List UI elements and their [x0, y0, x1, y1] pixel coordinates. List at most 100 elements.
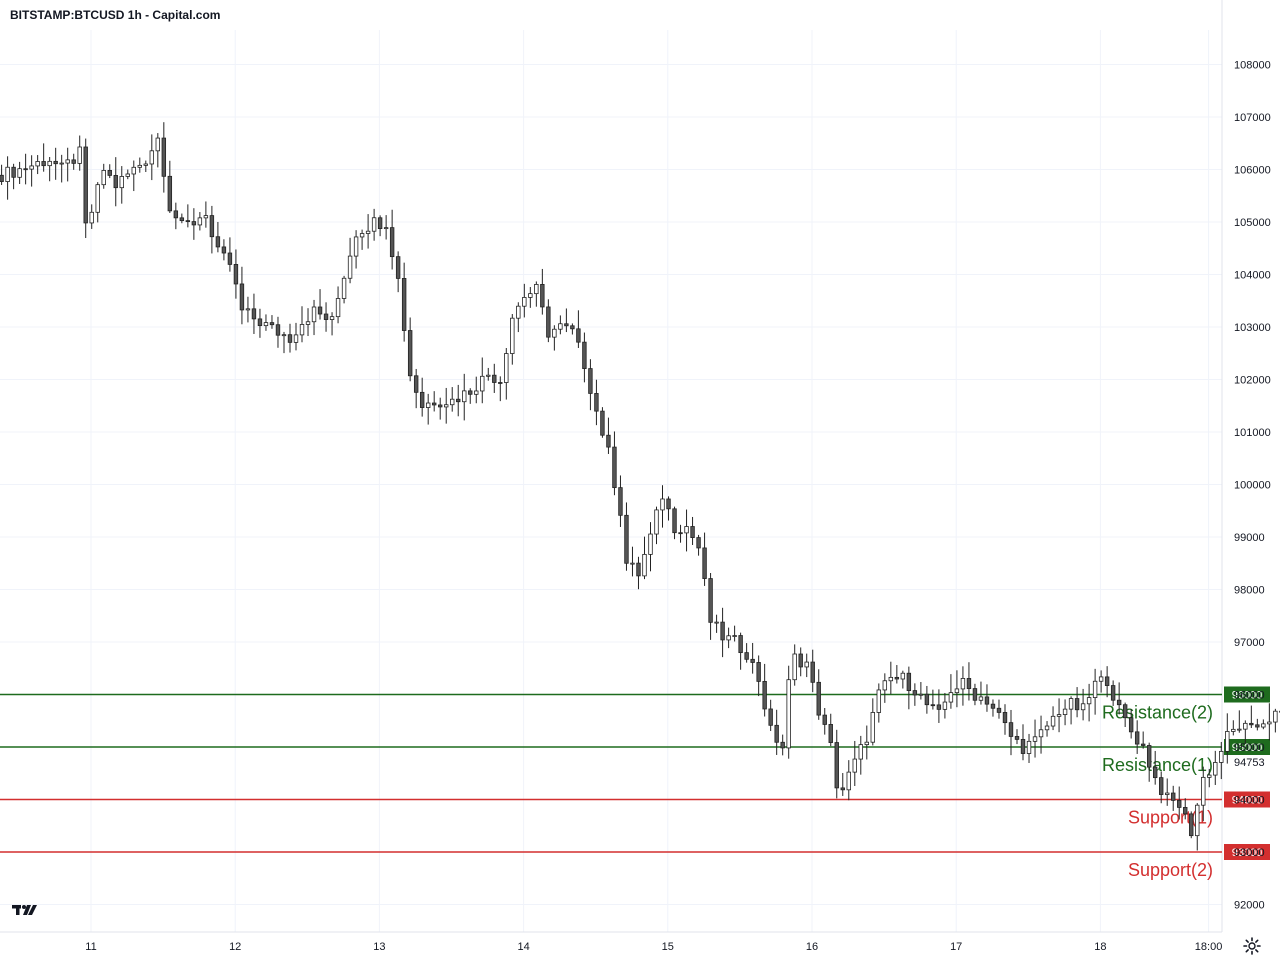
candle — [71, 153, 76, 170]
candle — [906, 666, 912, 710]
candle-body — [1002, 712, 1008, 724]
candle-body — [293, 334, 299, 343]
candle-body — [131, 166, 136, 175]
candle-body — [702, 547, 707, 579]
candle — [732, 625, 737, 642]
candle-body — [504, 353, 509, 383]
candle — [1207, 768, 1212, 788]
candle — [624, 502, 629, 571]
candle — [438, 397, 443, 420]
tradingview-logo-icon[interactable] — [10, 900, 40, 920]
candle — [191, 208, 197, 240]
candle-body — [173, 210, 179, 219]
candle — [1080, 688, 1086, 721]
candle — [522, 283, 527, 318]
candle — [750, 642, 755, 674]
candle — [648, 522, 653, 572]
price-tick-label: 93000 — [1234, 847, 1265, 859]
candle — [1068, 696, 1074, 725]
candle — [876, 683, 882, 723]
candle-body — [636, 562, 641, 577]
candle-body — [1104, 676, 1110, 686]
candle — [347, 237, 353, 284]
candle — [47, 156, 52, 182]
level-price-text: 95000 — [1232, 742, 1263, 754]
time-tick-label: 16 — [806, 941, 818, 953]
level-price-badge — [1224, 686, 1270, 703]
candle-body — [492, 374, 497, 383]
candle-body — [1044, 725, 1050, 731]
candle-body — [648, 533, 653, 555]
candle — [1146, 742, 1152, 782]
candle — [17, 161, 22, 185]
price-tick-label: 95000 — [1234, 742, 1265, 754]
level-name: Resistance(2) — [1102, 703, 1213, 723]
candle — [558, 315, 563, 335]
candle — [642, 536, 647, 580]
gear-icon[interactable] — [1242, 936, 1262, 956]
candle — [401, 262, 407, 342]
time-tick-label: 12 — [229, 941, 241, 953]
candle-body — [948, 692, 954, 703]
level-price-badge — [1224, 844, 1270, 860]
candle — [203, 201, 209, 228]
candle-body — [119, 176, 124, 189]
candle — [936, 689, 942, 723]
price-tick-label: 101000 — [1234, 427, 1271, 439]
candle-body — [954, 688, 960, 694]
candle-body — [143, 163, 148, 166]
candle — [660, 485, 665, 528]
candle-body — [894, 676, 900, 680]
candle — [1056, 698, 1062, 733]
candle-body — [822, 714, 827, 725]
time-axis[interactable]: 11 12 13 14 15 16 17 18 18:00 — [85, 941, 1222, 953]
level-price-text: 93000 — [1232, 847, 1263, 859]
candle-body — [660, 498, 665, 511]
candle — [83, 138, 88, 239]
candle — [185, 204, 191, 228]
candle-body — [540, 284, 545, 308]
candle-body — [816, 681, 821, 716]
candle — [816, 669, 821, 720]
candle — [1026, 733, 1032, 764]
candle-body — [323, 313, 329, 320]
candle — [389, 209, 395, 270]
candle — [1032, 719, 1038, 758]
time-tick-label: 14 — [517, 941, 529, 953]
candle-body — [762, 680, 767, 710]
candle — [894, 665, 900, 684]
candle — [462, 373, 467, 421]
candle — [594, 379, 599, 426]
candle-body — [137, 164, 142, 168]
candle-body — [510, 317, 515, 354]
candle — [768, 699, 773, 732]
candle — [233, 249, 239, 299]
candle-body — [966, 678, 972, 689]
candle-body — [792, 653, 797, 681]
candle — [1104, 666, 1110, 698]
candle-body — [1213, 762, 1218, 776]
candle-body — [1207, 774, 1212, 778]
candle-body — [1026, 740, 1032, 754]
candle-body — [876, 689, 882, 713]
candle — [564, 308, 569, 333]
candle-body — [936, 704, 942, 710]
candle-body — [95, 184, 100, 213]
candle — [864, 725, 869, 760]
candle-body — [107, 169, 112, 176]
price-tick-label: 94000 — [1234, 795, 1265, 807]
candle-body — [89, 211, 94, 224]
price-axis[interactable]: 92000 93000 94000 95000 96000 97000 98000 99000… — [1234, 60, 1271, 912]
candle-body — [5, 166, 10, 182]
candle-body — [930, 704, 936, 707]
candle-body — [371, 217, 377, 232]
current-price-text: 94753 — [1234, 757, 1265, 769]
candle-body — [498, 382, 503, 384]
candle — [281, 331, 287, 354]
candle — [1219, 741, 1224, 780]
candle — [570, 323, 575, 335]
candle-body — [1183, 807, 1188, 815]
candle — [263, 314, 269, 331]
candle — [1273, 708, 1278, 733]
